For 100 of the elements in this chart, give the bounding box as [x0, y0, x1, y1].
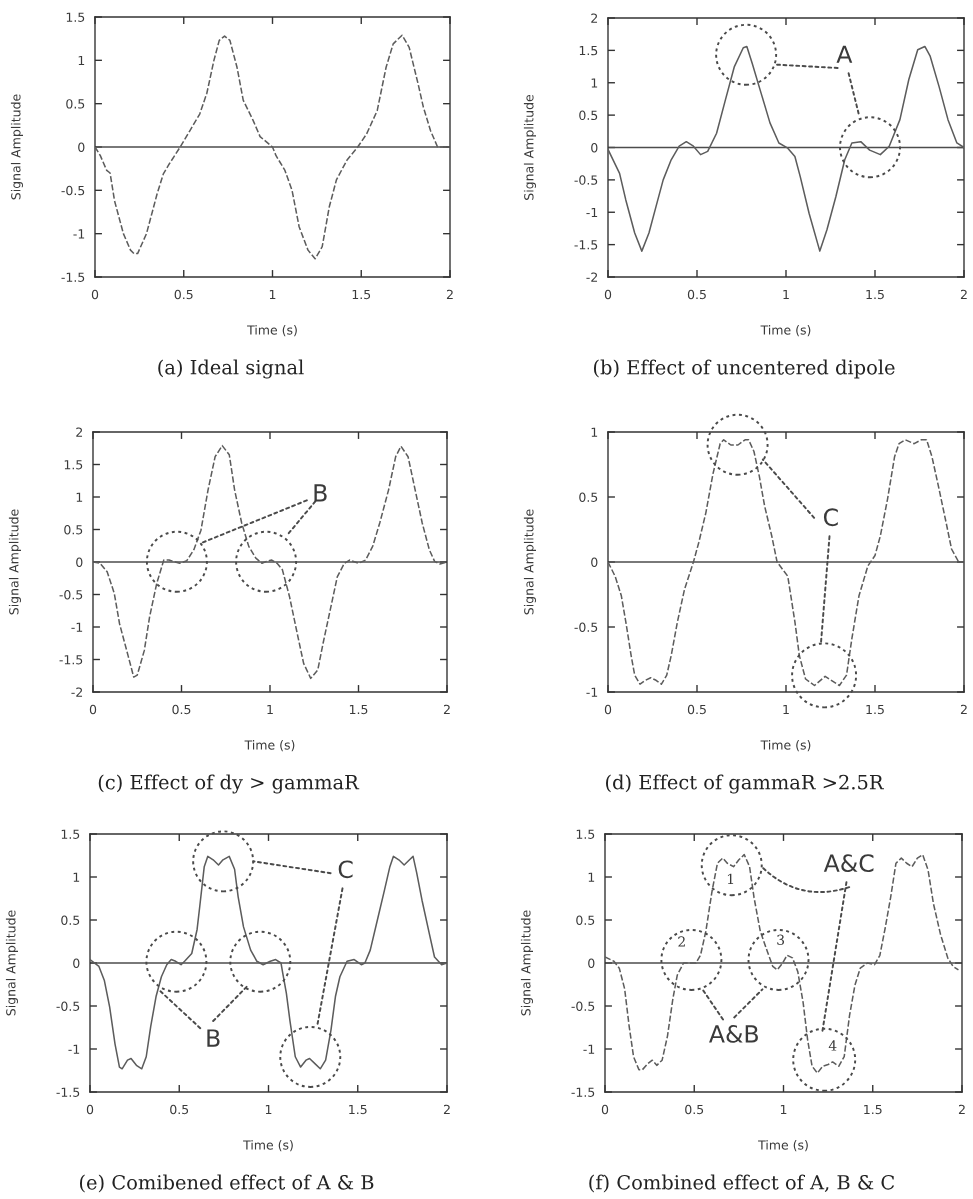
- y-tick-label: 1.5: [61, 829, 80, 839]
- x-tick-label: 2: [958, 1104, 965, 1114]
- annotation: A&B: [709, 1025, 758, 1043]
- y-tick-label: -1: [71, 622, 83, 632]
- y-tick-label: 0.5: [66, 99, 85, 109]
- y-tick-label: 1: [76, 492, 83, 502]
- y-tick-label: 1: [591, 427, 598, 437]
- annotation: 2: [678, 936, 685, 947]
- y-tick-label: -1: [586, 687, 598, 697]
- y-tick-label: -1.5: [571, 1087, 595, 1097]
- x-tick-label: 1: [267, 704, 273, 714]
- annotation: 3: [777, 934, 785, 946]
- y-tick-label: -0.5: [574, 622, 598, 632]
- x-tick-label: 0: [604, 704, 612, 715]
- y-tick-label: 0.5: [61, 915, 80, 925]
- x-tick-label: 1.5: [864, 1104, 882, 1115]
- y-tick-label: -1: [73, 229, 85, 239]
- x-tick-label: 1: [783, 704, 789, 714]
- x-tick-label: 0.5: [685, 1104, 704, 1115]
- annotation: A: [836, 45, 853, 63]
- y-axis-title: Signal Amplitude: [8, 509, 21, 615]
- y-tick-label: -1: [586, 207, 598, 217]
- y-axis-title: Signal Amplitude: [10, 94, 23, 200]
- line-series: [608, 439, 964, 687]
- y-axis-title: Signal Amplitude: [523, 94, 536, 200]
- y-tick-label: 1.5: [576, 829, 595, 839]
- y-tick-label: 1: [78, 55, 85, 66]
- y-tick-label: 0: [78, 142, 85, 152]
- text: (f) Combined effect of A, B & C: [589, 1174, 895, 1193]
- y-tick-label: -0.5: [56, 1001, 80, 1011]
- y-tick-label: 0: [588, 958, 595, 968]
- y-tick-label: 0: [591, 557, 598, 567]
- y-tick-label: 0.5: [579, 492, 598, 502]
- y-tick-label: 1: [73, 872, 80, 882]
- y-tick-label: -1.5: [59, 655, 83, 665]
- y-tick-label: 1.5: [64, 460, 83, 470]
- x-tick-label: 0.5: [170, 1104, 189, 1115]
- text: (d) Effect of gammaR >2.5R: [606, 774, 884, 794]
- text: (a) Ideal signal: [158, 359, 304, 379]
- x-tick-label: 0.5: [172, 704, 191, 715]
- y-tick-label: -0.5: [571, 1001, 595, 1011]
- x-axis-title: Time (s): [760, 325, 811, 337]
- x-tick-label: 2: [960, 289, 967, 299]
- y-tick-label: 1.5: [579, 46, 598, 56]
- x-tick-label: 0: [601, 1104, 609, 1115]
- y-tick-label: -1: [68, 1044, 80, 1054]
- x-tick-label: 2: [446, 289, 453, 299]
- x-tick-label: 0: [86, 1104, 94, 1115]
- text: (b) Effect of uncentered dipole: [593, 359, 895, 379]
- x-tick-label: 0.5: [174, 289, 193, 300]
- x-axis-title: Time (s): [247, 325, 297, 337]
- x-tick-label: 1: [783, 289, 789, 299]
- x-tick-label: 1.5: [866, 289, 884, 300]
- y-tick-label: 0: [591, 142, 598, 153]
- x-tick-label: 1: [780, 1104, 787, 1114]
- y-tick-label: -0.5: [59, 589, 83, 600]
- x-axis-title: Time (s): [243, 1140, 293, 1152]
- x-tick-label: 2: [443, 704, 450, 714]
- y-tick-label: -2: [586, 272, 598, 282]
- line-series: [608, 45, 964, 252]
- annotation: C: [823, 508, 838, 527]
- x-tick-label: 1.5: [866, 704, 884, 715]
- line-series: [90, 855, 447, 1070]
- annotation: B: [314, 484, 327, 502]
- y-tick-label: 2: [591, 13, 598, 23]
- y-tick-label: 0.5: [64, 524, 83, 535]
- x-axis-title: Time (s): [760, 740, 811, 752]
- y-tick-label: 1: [591, 78, 598, 88]
- y-tick-label: 1.5: [66, 12, 85, 22]
- y-tick-label: -1.5: [574, 240, 598, 250]
- y-axis-title: Signal Amplitude: [5, 910, 18, 1016]
- x-axis-title: Time (s): [244, 740, 295, 752]
- x-tick-label: 1: [269, 289, 276, 299]
- annotation: C: [338, 860, 353, 879]
- y-tick-label: -1.5: [61, 272, 85, 282]
- x-tick-label: 0: [604, 289, 612, 300]
- text: (c) Effect of dy > gammaR: [98, 774, 360, 794]
- x-tick-label: 0: [89, 704, 97, 715]
- annotation: B: [207, 1029, 220, 1047]
- y-tick-label: -1: [583, 1044, 595, 1054]
- y-axis-title: Signal Amplitude: [523, 509, 536, 615]
- y-tick-label: 0.5: [579, 110, 598, 121]
- x-tick-label: 1.5: [352, 289, 371, 300]
- y-tick-label: -0.5: [61, 185, 85, 196]
- x-tick-label: 1.5: [349, 1104, 367, 1115]
- y-axis-title: Signal Amplitude: [520, 910, 533, 1016]
- x-tick-label: 2: [960, 704, 967, 714]
- x-tick-label: 0.5: [687, 704, 706, 715]
- line-series: [93, 444, 447, 680]
- y-tick-label: 2: [76, 427, 83, 437]
- x-tick-label: 1.5: [349, 704, 368, 715]
- y-tick-label: 0: [76, 557, 83, 567]
- line-series: [605, 853, 960, 1074]
- annotation: 1: [727, 873, 734, 885]
- y-tick-label: -2: [71, 687, 83, 697]
- y-tick-label: 0: [73, 958, 80, 968]
- annotation: A&C: [823, 854, 874, 873]
- x-tick-label: 0: [91, 289, 99, 300]
- annotation: 4: [828, 1040, 837, 1051]
- y-tick-label: -0.5: [574, 175, 598, 185]
